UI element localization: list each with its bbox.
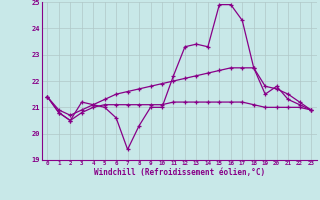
X-axis label: Windchill (Refroidissement éolien,°C): Windchill (Refroidissement éolien,°C): [94, 168, 265, 177]
